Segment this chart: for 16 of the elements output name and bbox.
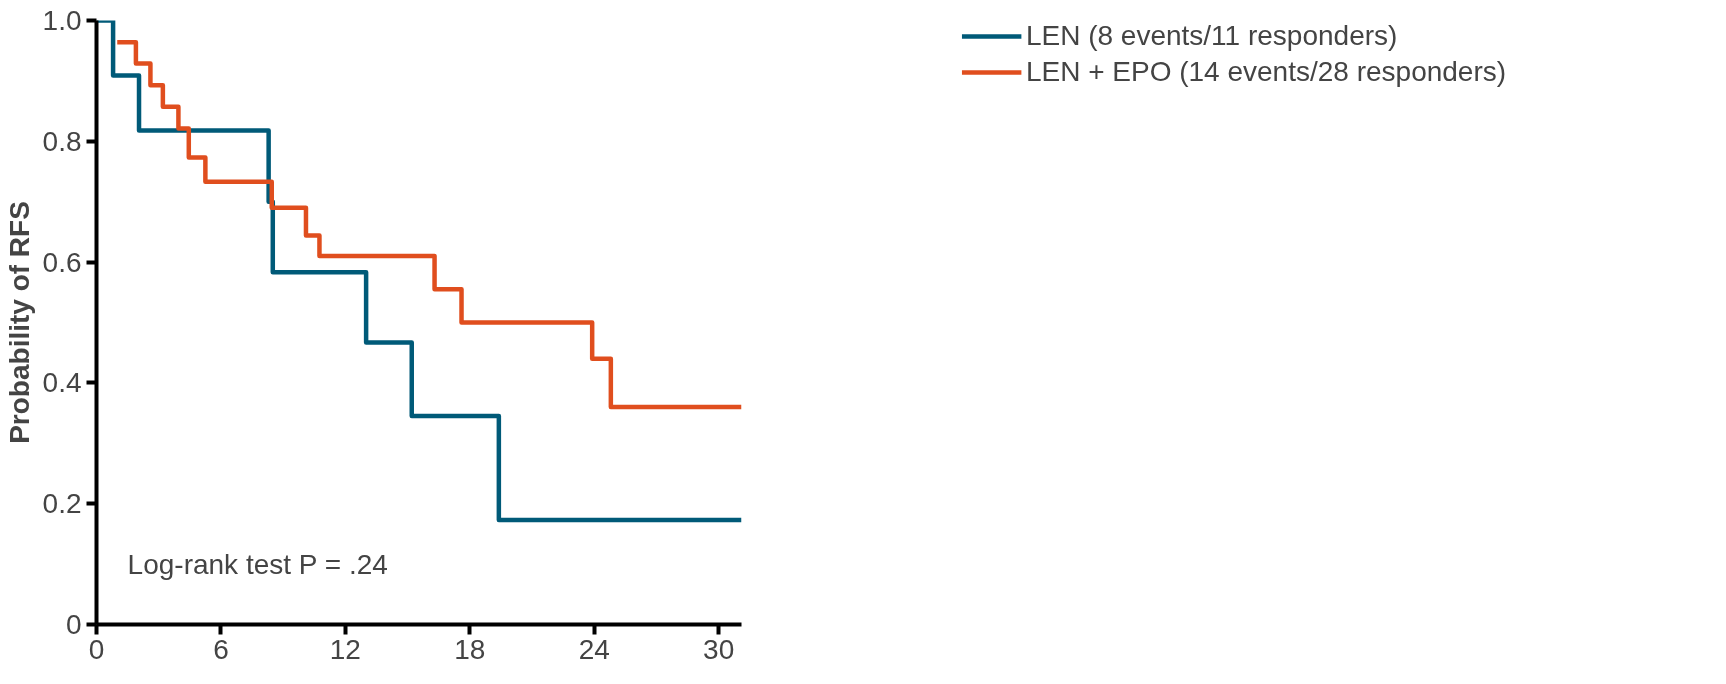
x-tick-label: 30 [703, 633, 735, 665]
x-tick-label: 24 [578, 633, 610, 665]
x-tick-label: 18 [454, 633, 486, 665]
x-tick-label: 12 [329, 633, 361, 665]
y-tick-label: 0 [65, 609, 82, 640]
legend-label: LEN (8 events/11 responders) [1025, 20, 1398, 52]
y-axis-title: Probability of RFS [3, 201, 35, 444]
y-tick-label: 0.4 [42, 367, 82, 399]
y-tick-label: 0.6 [42, 246, 82, 278]
y-tick-label: 0.8 [42, 125, 82, 157]
legend-label: LEN + EPO (14 events/28 responders) [1025, 56, 1507, 88]
y-tick-label: 1.0 [42, 5, 82, 36]
x-tick-label: 6 [213, 633, 229, 665]
annotation: Log-rank test P = .24 [127, 548, 388, 580]
x-tick-label: 0 [88, 633, 105, 665]
y-tick-label: 0.2 [42, 488, 82, 520]
